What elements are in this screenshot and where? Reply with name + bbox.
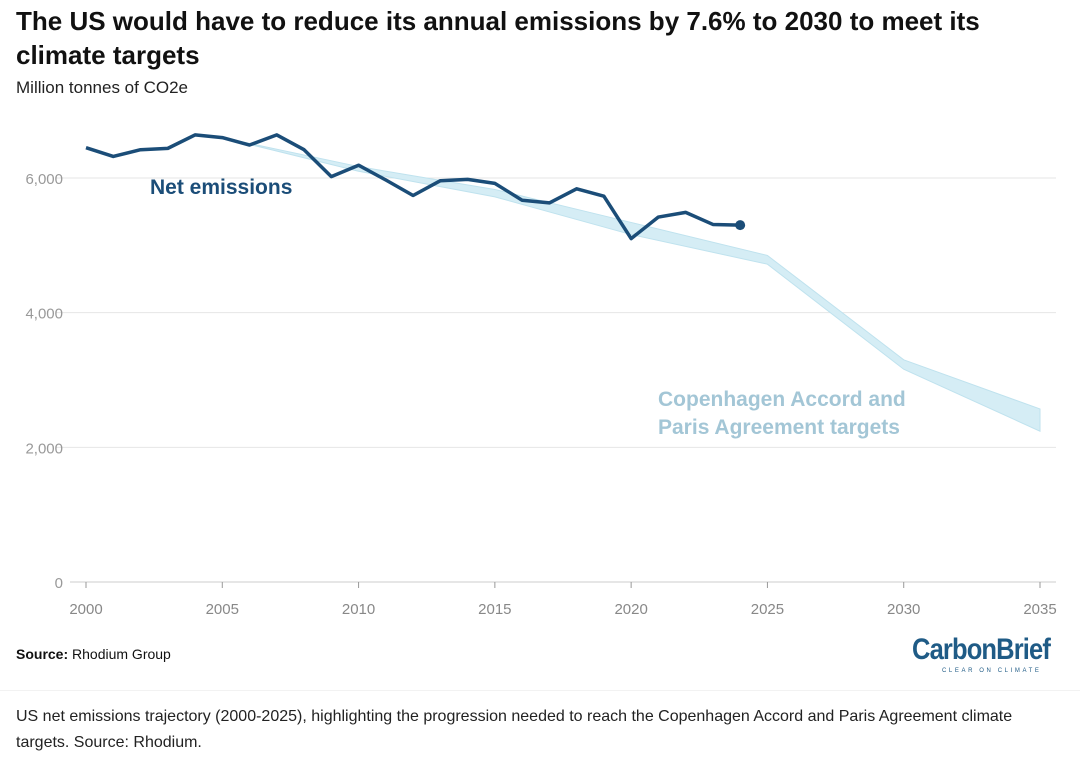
emissions-chart: 0 2,000 4,000 6,000 2000 2005 2010 2015 2020 2025…	[25, 133, 1057, 618]
x-tick-label: 2005	[206, 601, 239, 618]
x-tick-label: 2025	[751, 601, 784, 618]
chart-title: The US would have to reduce its annual e…	[16, 6, 980, 70]
unit-subtitle: Million tonnes of CO2e	[16, 78, 188, 97]
x-tick-label: 2010	[342, 601, 375, 618]
divider	[0, 690, 1080, 691]
target-band	[222, 137, 1041, 432]
y-tick-label: 2,000	[25, 440, 63, 457]
logo-tagline: CLEAR ON CLIMATE	[942, 668, 1042, 674]
source-text: Rhodium Group	[72, 646, 171, 662]
x-tick-label: 2015	[478, 601, 511, 618]
targets-label: Copenhagen Accord and Paris Agreement tar…	[658, 388, 906, 439]
y-tick-label: 4,000	[25, 306, 63, 323]
x-tick-label: 2000	[69, 601, 102, 618]
y-tick-label: 6,000	[25, 171, 63, 188]
source-label: Source:	[16, 646, 69, 662]
net-emissions-endpoint	[735, 220, 746, 231]
net-emissions-line	[85, 133, 741, 241]
image-caption: US net emissions trajectory (2000-2025),…	[16, 708, 1013, 751]
x-tick-label: 2030	[887, 601, 920, 618]
x-tick-label: 2020	[614, 601, 647, 618]
logo-wordmark: CarbonBrief	[912, 633, 1051, 666]
x-tick-label: 2035	[1023, 601, 1056, 618]
source-note: Source: Rhodium Group	[16, 646, 171, 662]
y-tick-label: 0	[55, 575, 63, 592]
carbon-brief-logo: CarbonBrief CLEAR ON CLIMATE	[912, 634, 1064, 678]
net-emissions-label: Net emissions	[150, 176, 292, 199]
